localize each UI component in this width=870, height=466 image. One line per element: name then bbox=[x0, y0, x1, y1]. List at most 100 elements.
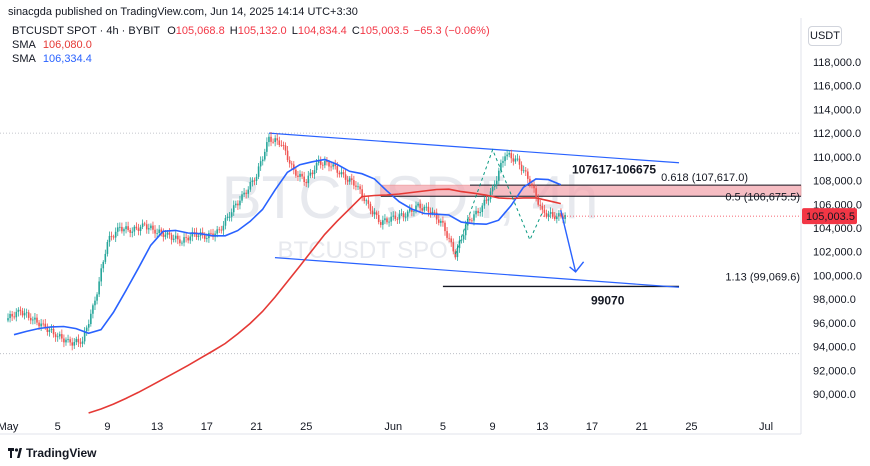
candle-body bbox=[394, 215, 397, 219]
candle-body bbox=[303, 176, 305, 183]
candle-body bbox=[419, 203, 421, 209]
candle-body bbox=[340, 172, 343, 175]
sma-blue-legend[interactable]: SMA 106,334.4 bbox=[12, 53, 92, 65]
projection-arrow bbox=[560, 210, 577, 273]
candle-body bbox=[367, 200, 370, 204]
candle-body bbox=[375, 212, 378, 216]
candle-body bbox=[411, 208, 413, 212]
candle-body bbox=[243, 192, 245, 195]
candle-body bbox=[239, 200, 241, 206]
candle-body bbox=[406, 211, 409, 217]
candle-body bbox=[179, 239, 181, 244]
symbol-legend[interactable]: BTCUSDT SPOT · 4h · BYBIT O105,068.8 H10… bbox=[12, 25, 492, 37]
candle-body bbox=[433, 211, 436, 213]
y-tick-label: 96,000.0 bbox=[813, 318, 856, 330]
candle-body bbox=[446, 231, 448, 238]
symbol-name: BTCUSDT SPOT · 4h · BYBIT bbox=[12, 25, 161, 37]
low-label: L bbox=[291, 25, 298, 37]
sma-red-legend[interactable]: SMA 106,080.0 bbox=[12, 39, 92, 51]
candle-body bbox=[235, 203, 237, 206]
x-tick-label: 21 bbox=[636, 421, 648, 433]
candle-body bbox=[545, 212, 548, 217]
candle-body bbox=[353, 180, 355, 186]
candle-body bbox=[137, 228, 140, 231]
candle-body bbox=[516, 158, 519, 160]
candle-body bbox=[336, 166, 339, 173]
candle-body bbox=[148, 228, 150, 230]
y-tick-label: 94,000.0 bbox=[813, 342, 856, 354]
candle-body bbox=[29, 317, 32, 321]
candle-body bbox=[168, 232, 171, 235]
candle-body bbox=[500, 162, 502, 171]
candle-body bbox=[181, 242, 183, 244]
tradingview-brand[interactable]: TradingView bbox=[8, 446, 96, 460]
candle-body bbox=[537, 197, 539, 205]
candle-body bbox=[216, 229, 218, 234]
candle-body bbox=[251, 180, 254, 182]
candle-body bbox=[518, 158, 521, 165]
candle-body bbox=[533, 186, 535, 189]
candle-body bbox=[27, 312, 30, 318]
candle-body bbox=[193, 232, 196, 233]
candle-body bbox=[36, 317, 38, 323]
candle-body bbox=[17, 309, 20, 312]
candle-body bbox=[477, 210, 479, 214]
candle-body bbox=[197, 235, 200, 237]
candle-body bbox=[471, 220, 473, 222]
candle-body bbox=[365, 200, 368, 202]
pattern-zigzag bbox=[454, 148, 543, 255]
candle-body bbox=[261, 159, 264, 162]
candle-body bbox=[63, 338, 65, 343]
candle-body bbox=[301, 173, 303, 177]
y-tick-label: 100,000.0 bbox=[813, 270, 862, 282]
candle-body bbox=[282, 144, 285, 146]
candle-body bbox=[224, 218, 227, 226]
candle-body bbox=[464, 225, 467, 236]
candle-body bbox=[40, 323, 42, 327]
candle-body bbox=[413, 211, 415, 213]
candle-body bbox=[373, 212, 376, 215]
candle-body bbox=[257, 166, 260, 177]
candle-body bbox=[174, 235, 177, 239]
candle-body bbox=[65, 339, 67, 343]
candle-body bbox=[313, 170, 316, 175]
candle-body bbox=[510, 153, 513, 159]
y-tick-label: 98,000.0 bbox=[813, 294, 856, 306]
x-tick-label: 17 bbox=[201, 421, 213, 433]
candle-body bbox=[255, 176, 258, 181]
candle-body bbox=[299, 173, 301, 177]
candle-body bbox=[489, 191, 492, 199]
candle-body bbox=[334, 164, 337, 167]
candle-body bbox=[106, 242, 109, 254]
y-tick-label: 110,000.0 bbox=[813, 152, 861, 164]
candle-body bbox=[350, 178, 353, 181]
candle-body bbox=[315, 162, 318, 171]
candle-body bbox=[98, 281, 100, 295]
candle-body bbox=[363, 197, 366, 201]
candle-body bbox=[324, 161, 326, 166]
candle-body bbox=[81, 341, 84, 344]
y-tick-label: 108,000.0 bbox=[813, 176, 862, 188]
candle-body bbox=[535, 188, 537, 198]
candle-body bbox=[384, 218, 386, 221]
candle-body bbox=[185, 237, 187, 238]
candle-body bbox=[396, 218, 399, 220]
sma-red-line bbox=[88, 188, 561, 414]
currency-selector[interactable]: USDT bbox=[808, 26, 842, 46]
candle-body bbox=[435, 212, 438, 220]
candle-body bbox=[13, 316, 16, 318]
candle-body bbox=[129, 230, 131, 233]
candle-body bbox=[290, 163, 293, 165]
candle-body bbox=[491, 187, 494, 192]
candle-body bbox=[541, 205, 544, 210]
candle-body bbox=[309, 172, 312, 176]
candle-body bbox=[222, 225, 225, 231]
candle-body bbox=[379, 222, 382, 225]
x-tick-label: Jul bbox=[759, 421, 773, 433]
candle-body bbox=[195, 232, 198, 237]
candle-body bbox=[274, 138, 276, 142]
close-value: 105,003.5 bbox=[359, 25, 409, 37]
y-tick-label: 116,000.0 bbox=[813, 81, 861, 93]
x-tick-label: 9 bbox=[104, 421, 110, 433]
